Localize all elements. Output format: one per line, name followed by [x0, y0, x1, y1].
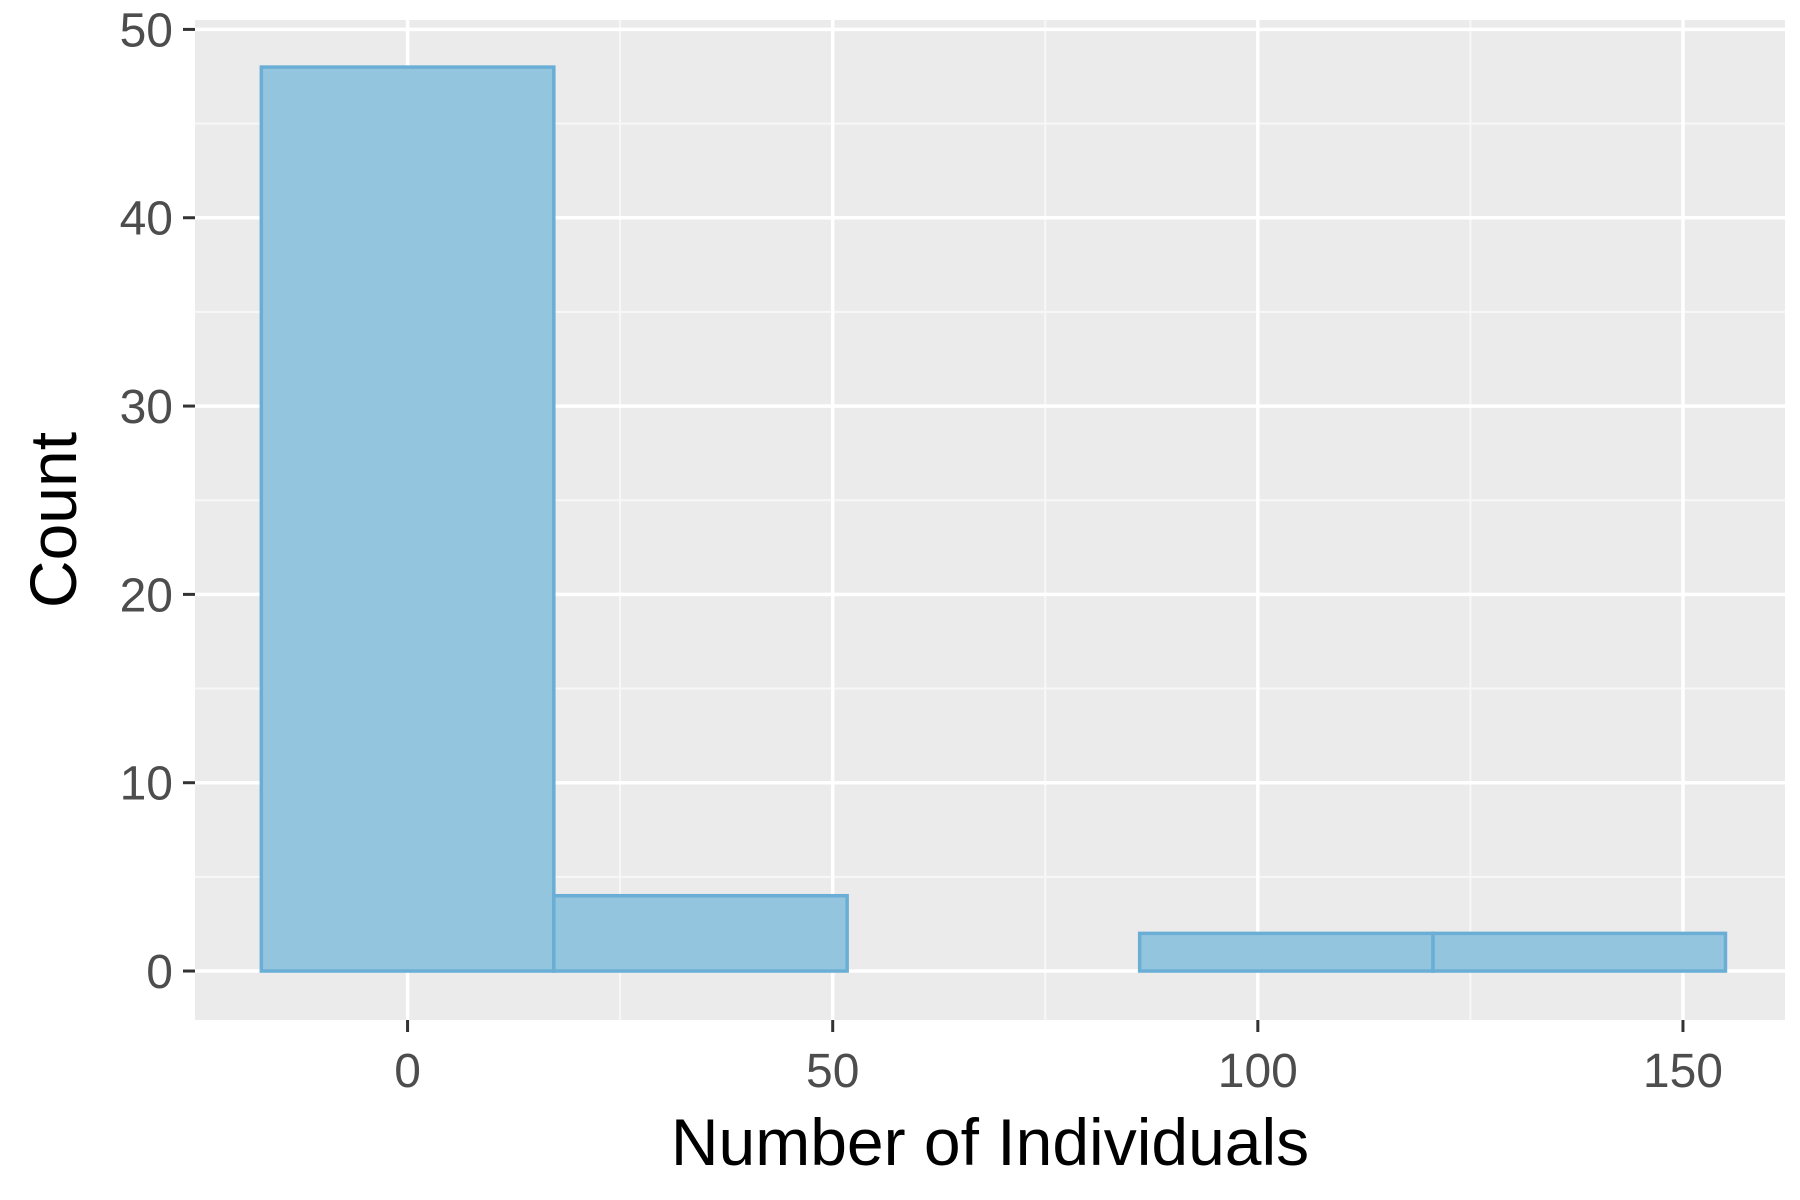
- y-tick-label: 40: [120, 193, 173, 246]
- y-tick-label: 30: [120, 381, 173, 434]
- histogram-bar: [552, 893, 849, 973]
- histogram-bars: [259, 65, 1728, 973]
- x-tick-label: 50: [806, 1045, 859, 1098]
- histogram-bar: [259, 65, 556, 973]
- x-axis: 0 50 100 150: [394, 1020, 1723, 1098]
- y-tick-label: 0: [146, 946, 173, 999]
- y-tick-label: 20: [120, 569, 173, 622]
- y-axis-title: Count: [16, 432, 90, 608]
- x-axis-title: Number of Individuals: [671, 1105, 1309, 1179]
- x-tick-label: 150: [1643, 1045, 1723, 1098]
- y-tick-label: 10: [120, 758, 173, 811]
- x-tick-label: 100: [1218, 1045, 1298, 1098]
- x-tick-label: 0: [394, 1045, 421, 1098]
- y-tick-label: 50: [120, 4, 173, 57]
- histogram-bar: [1431, 931, 1728, 973]
- histogram-bar: [1137, 931, 1435, 973]
- y-axis: 0 10 20 30 40 50: [120, 4, 195, 999]
